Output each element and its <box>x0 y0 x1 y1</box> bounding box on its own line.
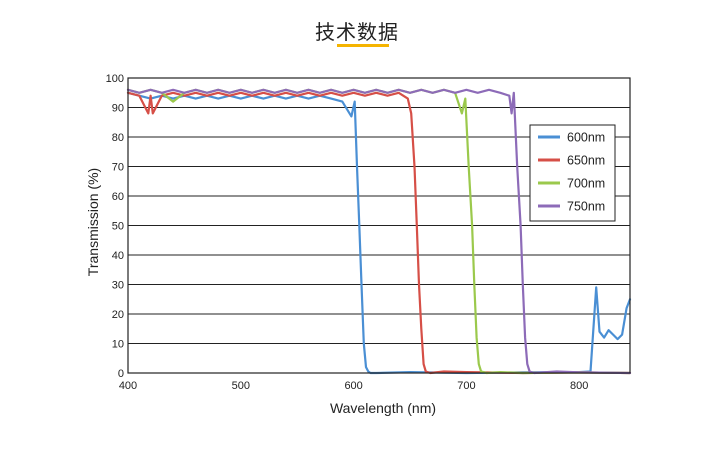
y-tick-label: 30 <box>112 280 124 292</box>
x-tick-label: 400 <box>119 380 137 392</box>
y-tick-label: 10 <box>112 339 124 351</box>
y-tick-label: 40 <box>112 250 124 262</box>
y-tick-label: 0 <box>118 368 124 380</box>
x-tick-label: 600 <box>344 380 362 392</box>
y-tick-label: 20 <box>112 309 124 321</box>
x-tick-label: 500 <box>232 380 250 392</box>
legend-label: 600nm <box>567 131 605 145</box>
x-tick-label: 800 <box>570 380 588 392</box>
series-lines <box>126 88 632 375</box>
grid-lines <box>128 77 630 374</box>
y-tick-label: 60 <box>112 191 124 203</box>
y-tick-label: 90 <box>112 103 124 115</box>
legend: 600nm 650nm 700nm 750nm <box>529 124 616 222</box>
y-tick-labels: 0 10 20 30 40 50 60 70 80 90 100 <box>106 73 124 380</box>
x-axis-label: Wavelength (nm) <box>330 400 436 416</box>
legend-label: 750nm <box>567 200 605 214</box>
y-tick-label: 100 <box>106 73 124 85</box>
x-tick-label: 700 <box>457 380 475 392</box>
title-underline <box>337 44 389 47</box>
series-line-750nm <box>126 88 632 375</box>
legend-label: 700nm <box>567 177 605 191</box>
y-tick-label: 50 <box>112 221 124 233</box>
section-heading: 技术数据 <box>0 16 714 45</box>
y-tick-label: 70 <box>112 162 124 174</box>
plot-frame <box>127 77 631 374</box>
y-axis-label: Transmission (%) <box>85 168 101 276</box>
x-tick-labels: 400 500 600 700 800 <box>119 380 589 392</box>
y-tick-label: 80 <box>112 132 124 144</box>
section-title: 技术数据 <box>315 20 399 44</box>
legend-label: 650nm <box>567 154 605 168</box>
